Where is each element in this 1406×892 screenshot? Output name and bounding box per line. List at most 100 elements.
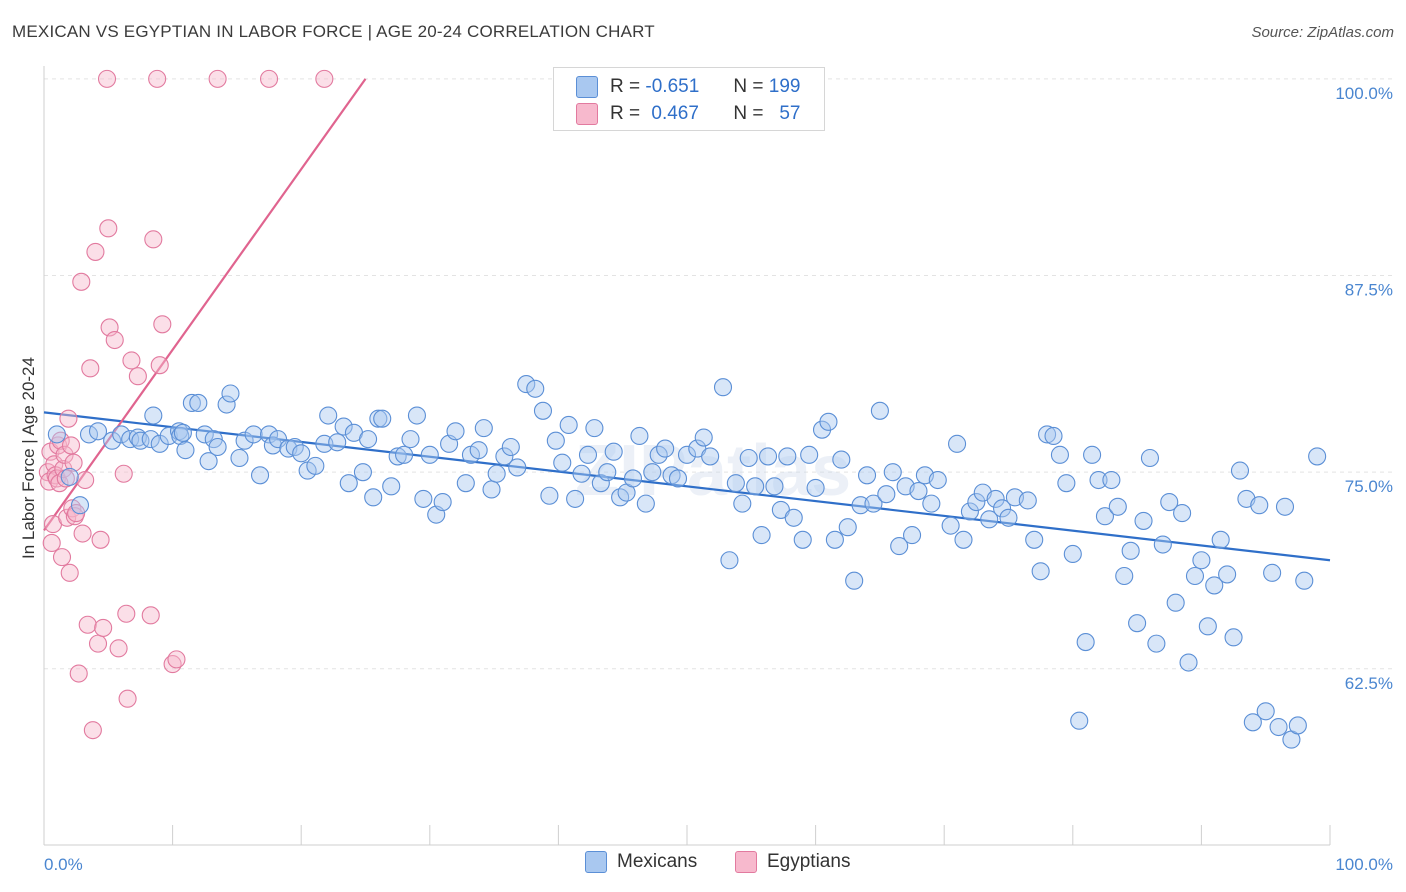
mexican-point (1192, 551, 1211, 570)
mexican-point (60, 467, 79, 486)
mexican-point (495, 447, 514, 466)
r-label: R = (610, 76, 641, 97)
n-value: 57 (779, 103, 801, 124)
y-axis-label: In Labor Force | Age 20-24 (19, 357, 38, 559)
mexican-point (364, 488, 383, 507)
mexican-point (1185, 566, 1205, 586)
mexican-point (909, 481, 928, 501)
egyptian-point (259, 69, 279, 88)
mexican-point (182, 393, 201, 412)
egyptian-point (59, 409, 78, 428)
egyptian-point (42, 533, 61, 553)
egyptian-point (83, 721, 102, 740)
egyptian-point (144, 230, 163, 249)
trend-lines (43, 78, 1331, 562)
mexican-point (339, 474, 358, 493)
mexican-point (838, 518, 857, 537)
mexican-point (765, 477, 784, 496)
mexican-point (369, 409, 388, 428)
mexican-point (221, 384, 240, 403)
legend-label-mexicans: Mexicans (617, 851, 698, 872)
mexican-point (1031, 562, 1050, 581)
mexican-point (578, 445, 598, 464)
egyptian-point (99, 219, 118, 238)
mexican-point (487, 464, 506, 483)
mexicans-swatch (585, 851, 607, 873)
legend-item-mexicans[interactable]: Mexicans (585, 851, 697, 873)
mexican-point (1243, 713, 1262, 732)
mexican-point (677, 445, 697, 464)
mexican-point (604, 442, 623, 461)
mexican-point (1044, 426, 1063, 446)
mexican-point (1050, 445, 1069, 464)
mexican-point (1211, 530, 1230, 549)
mexican-point (752, 526, 771, 545)
mexican-point (643, 463, 662, 482)
chart-title: MEXICAN VS EGYPTIAN IN LABOR FORCE | AGE… (12, 22, 655, 41)
mexican-point (1288, 716, 1307, 735)
mexican-point (630, 426, 649, 446)
mexican-point (800, 445, 819, 464)
egyptian-point (114, 464, 133, 483)
mexican-point (469, 441, 488, 460)
egyptian-point (88, 634, 108, 653)
bottom-legend: Mexicans Egyptians (0, 851, 1406, 879)
mexican-point (1256, 702, 1275, 721)
legend-item-egyptians[interactable]: Egyptians (735, 851, 850, 873)
mexican-point (501, 437, 520, 457)
mexican-point (195, 425, 214, 444)
mexican-point (508, 458, 527, 477)
mexican-point (141, 430, 160, 449)
mexican-point (1160, 493, 1179, 512)
mexican-point (806, 478, 825, 497)
mexican-point (701, 447, 720, 466)
mexican-point (407, 406, 426, 425)
mexican-point (1295, 571, 1314, 590)
mexican-point (1166, 593, 1185, 612)
mexican-point (980, 510, 999, 529)
mexican-point (948, 434, 967, 453)
mexican-point (482, 480, 501, 499)
mexican-point (244, 425, 263, 444)
mexican-point (1179, 653, 1198, 672)
mexican-point (1205, 576, 1224, 595)
mexican-point (553, 453, 572, 472)
mexican-point (199, 452, 218, 471)
mexican-point (189, 393, 208, 412)
mexican-point (967, 493, 986, 512)
mexican-point (433, 493, 452, 512)
y-tick-label: 87.5% (1345, 281, 1393, 300)
mexican-point (388, 447, 407, 466)
mexican-point (420, 445, 439, 464)
egyptian-point (141, 606, 160, 625)
mexican-point (1095, 507, 1114, 526)
mexican-point (103, 431, 122, 450)
correlation-legend: R = -0.651 N = 199 R = 0.467 N = 57 (553, 67, 825, 131)
mexican-point (217, 395, 236, 414)
mexican-point (819, 412, 838, 431)
mexican-point (1108, 497, 1127, 516)
egyptian-point (122, 351, 141, 370)
egyptian-point (64, 453, 83, 472)
mexican-point (825, 530, 844, 549)
egyptians-trend-line (43, 78, 367, 532)
mexican-point (720, 551, 739, 570)
legend-label-egyptians: Egyptians (767, 851, 851, 872)
mexican-point (746, 477, 765, 496)
egyptian-point (76, 470, 95, 490)
mexican-point (623, 469, 643, 488)
egyptian-point (117, 604, 136, 623)
r-value: -0.651 (645, 76, 700, 97)
mexican-point (656, 439, 675, 458)
mexican-point (993, 499, 1012, 518)
mexican-point (733, 494, 752, 513)
mexican-point (1083, 445, 1102, 464)
mexican-point (941, 516, 960, 535)
mexican-point (230, 448, 249, 468)
mexican-point (401, 430, 420, 449)
mexican-point (526, 379, 545, 398)
mexican-point (1263, 563, 1282, 582)
egyptian-point (97, 69, 117, 88)
mexican-point (778, 447, 797, 466)
